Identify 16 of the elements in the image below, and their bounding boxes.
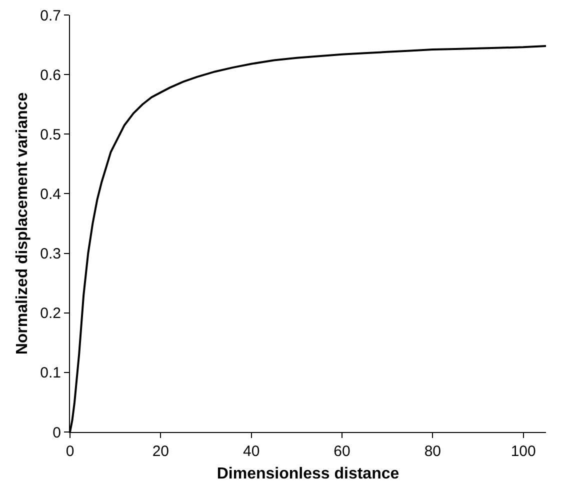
x-tick-label: 20 xyxy=(152,443,170,460)
x-tick-label: 40 xyxy=(242,443,260,460)
x-tick-label: 60 xyxy=(334,443,350,460)
y-tick-label: 0.6 xyxy=(40,66,61,84)
y-tick-label: 0.7 xyxy=(40,7,61,24)
y-tick-label: 0.3 xyxy=(40,246,61,263)
y-tick-label: 0.4 xyxy=(40,186,61,203)
y-tick-label: 0.5 xyxy=(40,126,61,144)
x-tick-label: 0 xyxy=(66,443,74,460)
y-tick-label: 0.1 xyxy=(40,364,61,382)
y-tick-label: 0.2 xyxy=(40,305,61,322)
y-axis-title: Normalized displacement variance xyxy=(14,92,32,355)
x-tick-label: 80 xyxy=(424,443,442,460)
x-tick-label: 100 xyxy=(510,443,536,460)
x-axis-title: Dimensionless distance xyxy=(216,466,400,483)
y-tick-label: 0 xyxy=(52,424,61,442)
